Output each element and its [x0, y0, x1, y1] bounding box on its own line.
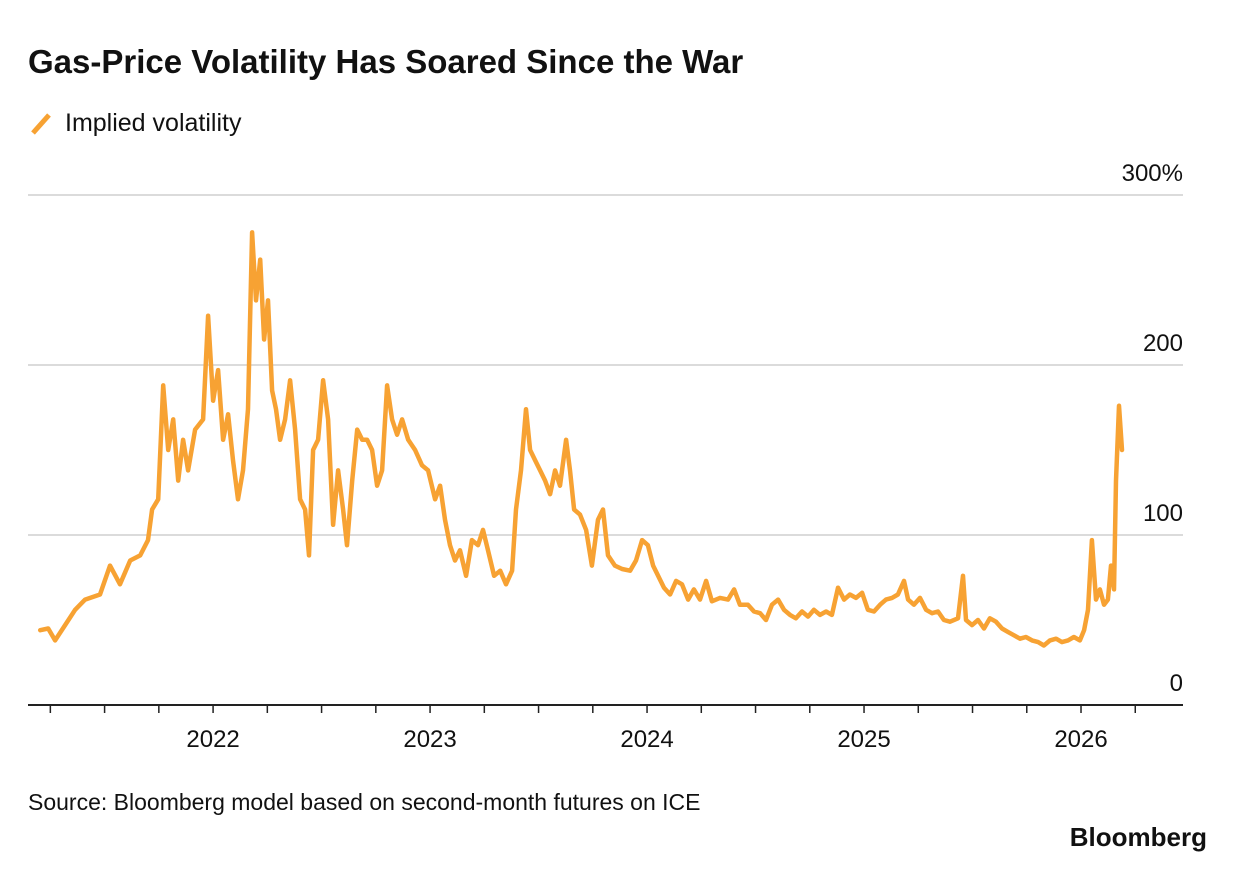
y-tick-label: 0	[1170, 670, 1183, 697]
y-tick-label: 200	[1143, 330, 1183, 357]
chart-title: Gas-Price Volatility Has Soared Since th…	[28, 43, 743, 80]
y-tick-label: 100	[1143, 500, 1183, 527]
x-tick-label: 2024	[620, 726, 673, 753]
y-tick-label: 300%	[1122, 160, 1183, 187]
x-tick-label: 2022	[186, 726, 239, 753]
x-tick-label: 2025	[837, 726, 890, 753]
series-line	[37, 230, 1125, 648]
legend-swatch	[31, 113, 51, 135]
legend-label: Implied volatility	[65, 109, 242, 137]
x-tick-label: 2026	[1054, 726, 1107, 753]
x-tick-label: 2023	[403, 726, 456, 753]
source-note: Source: Bloomberg model based on second-…	[28, 789, 701, 815]
brand-logo: Bloomberg	[1070, 822, 1207, 852]
